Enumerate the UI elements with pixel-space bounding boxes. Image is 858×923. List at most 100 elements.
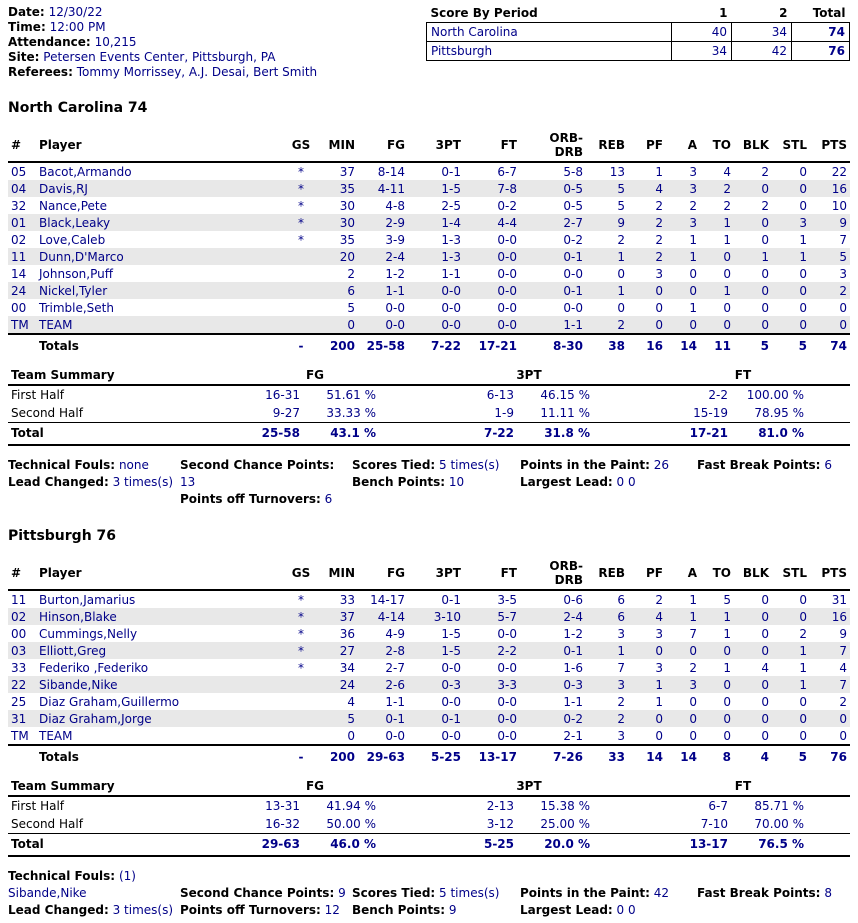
totals-blk: 4 xyxy=(734,744,772,765)
3pt-pct: 15.38 % xyxy=(540,799,590,813)
extras-column-3: Scores Tied: 5 times(s) Bench Points: 10 xyxy=(352,457,520,508)
player-gs xyxy=(286,282,316,299)
player-name: TEAM xyxy=(39,729,73,743)
totals-to: 8 xyxy=(700,744,734,765)
player-pts: 16 xyxy=(831,182,847,196)
player-name: Black,Leaky xyxy=(39,216,111,230)
player-row: 05 Bacot,Armando * 37 8-14 0-1 6-7 5-8 1… xyxy=(8,162,850,180)
player-a: 3 xyxy=(689,678,697,692)
ft-pct: 100.00 % xyxy=(746,388,804,402)
player-pf: 4 xyxy=(655,610,663,624)
north-carolina-section: North Carolina 74 # Player GS MIN FG 3PT… xyxy=(8,100,850,508)
player-orb-drb: 0-1 xyxy=(563,644,583,658)
totals-pts: 76 xyxy=(810,744,850,765)
player-name: Diaz Graham,Guillermo xyxy=(39,695,180,709)
player-a: 3 xyxy=(689,165,697,179)
summary-row-label: Second Half xyxy=(8,404,208,423)
summary-fg-header: FG xyxy=(208,777,422,797)
referees-label: Referees: xyxy=(8,65,73,79)
player-pts: 31 xyxy=(831,593,847,607)
3pt-pct: 20.0 % xyxy=(544,837,590,851)
player-gs: * xyxy=(298,165,304,179)
player-fg: 8-14 xyxy=(377,165,405,179)
nc-extras: Technical Fouls: none Lead Changed: 3 ti… xyxy=(8,457,850,508)
player-a: 0 xyxy=(689,729,697,743)
player-to: 0 xyxy=(723,695,731,709)
player-reb: 3 xyxy=(617,627,625,641)
totals-pf: 14 xyxy=(628,744,666,765)
player-number: 33 xyxy=(11,661,27,675)
fg-pct: 50.00 % xyxy=(326,817,376,831)
player-row: 03 Elliott,Greg * 27 2-8 1-5 2-2 0-1 1 0… xyxy=(8,642,850,659)
player-blk: 2 xyxy=(761,199,769,213)
3pt-made-att: 7-22 xyxy=(483,426,514,440)
player-blk: 0 xyxy=(761,644,769,658)
player-fg: 4-8 xyxy=(385,199,405,213)
player-orb-drb: 0-1 xyxy=(563,284,583,298)
player-3pt: 1-5 xyxy=(441,182,461,196)
ft-pct: 85.71 % xyxy=(754,799,804,813)
totals-row: Totals - 200 25-58 7-22 17-21 8-30 38 16… xyxy=(8,333,850,354)
pitt-box-score-table: # Player GS MIN FG 3PT FT ORB-DRB REB PF… xyxy=(8,557,850,765)
fg-made-att: 16-31 xyxy=(265,388,300,402)
totals-min: 200 xyxy=(316,333,358,354)
col-header-reb: REB xyxy=(586,557,628,591)
fast-break-points: Fast Break Points: 6 xyxy=(697,458,832,472)
player-to: 1 xyxy=(723,216,731,230)
game-attendance: Attendance: 10,215 xyxy=(8,35,317,50)
player-name: Nance,Pete xyxy=(39,199,108,213)
player-blk: 0 xyxy=(761,610,769,624)
player-pf: 2 xyxy=(655,199,663,213)
fg-made-att: 25-58 xyxy=(261,426,300,440)
player-a: 1 xyxy=(689,593,697,607)
player-number: 01 xyxy=(11,216,27,230)
pittsburgh-section: Pittsburgh 76 # Player GS MIN FG 3PT FT … xyxy=(8,528,850,919)
player-fg: 1-1 xyxy=(385,284,405,298)
player-ft: 7-8 xyxy=(497,182,517,196)
player-to: 0 xyxy=(723,644,731,658)
summary-row-label: First Half xyxy=(11,799,65,813)
3pt-made-att: 2-13 xyxy=(486,799,514,813)
player-min: 36 xyxy=(339,627,355,641)
player-fg: 2-6 xyxy=(385,678,405,692)
player-to: 5 xyxy=(723,593,731,607)
totals-reb: 33 xyxy=(586,744,628,765)
player-row: 33 Federiko ,Federiko * 34 2-7 0-0 0-0 1… xyxy=(8,659,850,676)
player-to: 0 xyxy=(723,729,731,743)
player-pts: 0 xyxy=(839,712,847,726)
player-a: 1 xyxy=(689,610,697,624)
player-stl: 0 xyxy=(799,729,807,743)
player-a: 0 xyxy=(689,695,697,709)
player-a: 0 xyxy=(689,267,697,281)
team-name: North Carolina xyxy=(426,22,672,42)
player-min: 2 xyxy=(347,267,355,281)
period-1-score: 40 xyxy=(671,22,732,42)
col-header-3pt: 3PT xyxy=(408,557,464,591)
player-reb: 6 xyxy=(617,610,625,624)
player-reb: 2 xyxy=(617,712,625,726)
player-row: 00 Cummings,Nelly * 36 4-9 1-5 0-0 1-2 3… xyxy=(8,625,850,642)
3pt-pct: 25.00 % xyxy=(540,817,590,831)
col-header-to: TO xyxy=(700,557,734,591)
fg-pct: 41.94 % xyxy=(326,799,376,813)
totals-pts: 74 xyxy=(810,333,850,354)
player-fg: 3-9 xyxy=(385,233,405,247)
bench-points: Bench Points: 10 xyxy=(352,475,465,489)
player-3pt: 0-0 xyxy=(441,729,461,743)
player-orb-drb: 5-8 xyxy=(563,165,583,179)
col-header-to: TO xyxy=(700,129,734,163)
player-number: 11 xyxy=(11,250,27,264)
second-chance-points: Second Chance Points: 13 xyxy=(180,458,335,489)
ft-made-att: 2-2 xyxy=(708,388,728,402)
player-pf: 0 xyxy=(655,644,663,658)
nc-player-rows: 05 Bacot,Armando * 37 8-14 0-1 6-7 5-8 1… xyxy=(8,162,850,334)
player-pf: 0 xyxy=(655,712,663,726)
player-orb-drb: 0-2 xyxy=(563,233,583,247)
period-2-score: 34 xyxy=(731,22,792,42)
player-ft: 0-0 xyxy=(497,712,517,726)
player-reb: 1 xyxy=(617,644,625,658)
player-min: 20 xyxy=(339,250,355,264)
col-header-a: A xyxy=(666,129,700,163)
fg-made-att: 16-32 xyxy=(265,817,300,831)
ft-made-att: 13-17 xyxy=(689,837,728,851)
